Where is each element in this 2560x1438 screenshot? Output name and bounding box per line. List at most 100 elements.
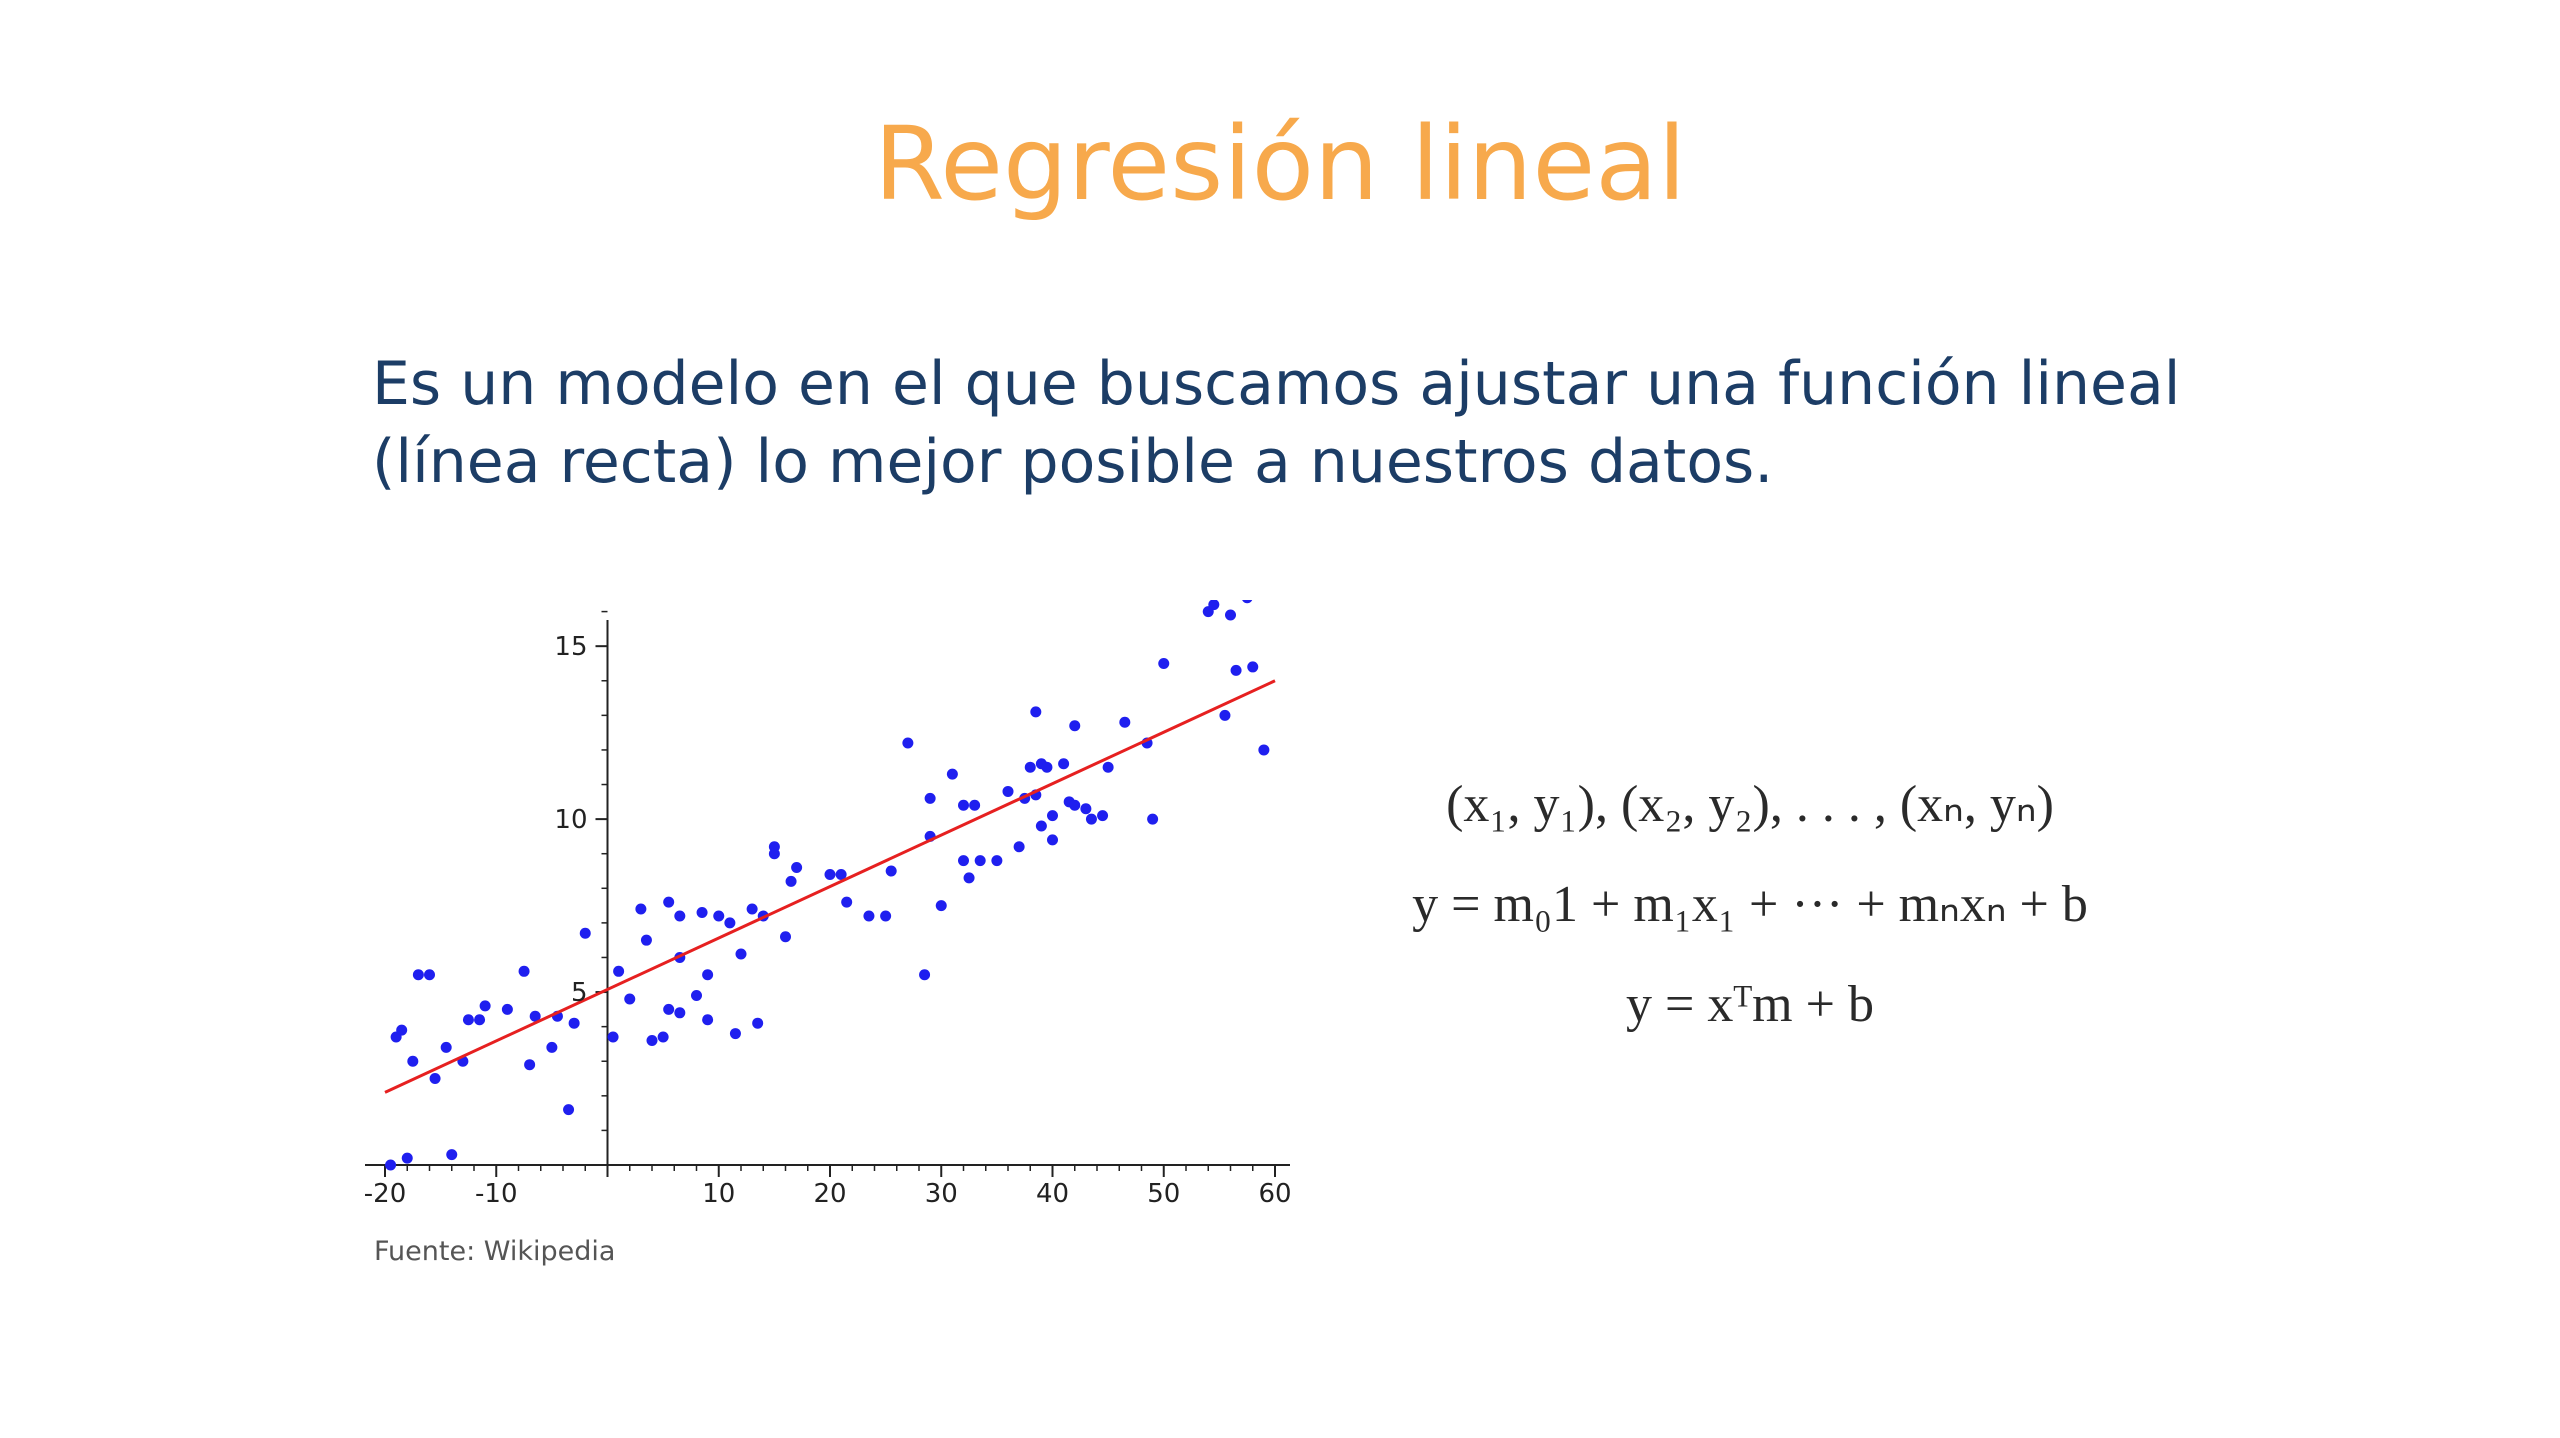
data-point: [841, 896, 853, 908]
x-tick-label: 30: [925, 1179, 958, 1209]
data-point: [752, 1017, 764, 1029]
data-point: [1119, 716, 1131, 728]
data-point: [735, 948, 747, 960]
data-point: [1225, 609, 1236, 621]
data-point: [724, 917, 736, 929]
data-point: [791, 862, 803, 874]
x-tick-label: 50: [1147, 1179, 1180, 1209]
data-point: [946, 768, 958, 780]
data-point: [563, 1104, 575, 1116]
data-point: [963, 872, 975, 884]
description-line-1: Es un modelo en el que buscamos ajustar …: [372, 349, 2181, 419]
data-point: [958, 855, 969, 867]
data-point: [613, 965, 625, 977]
data-point: [1208, 600, 1220, 611]
x-tick-label: 60: [1258, 1179, 1291, 1209]
data-point: [663, 896, 675, 908]
data-point: [440, 1041, 452, 1053]
scatter-chart: -20 -10 10 20 30 40 50 60 5 10 15: [364, 600, 1292, 1209]
data-point: [529, 1010, 541, 1022]
data-point: [1219, 709, 1231, 721]
data-point: [607, 1031, 619, 1043]
data-point: [446, 1149, 458, 1161]
x-tick-label: -20: [364, 1179, 406, 1209]
chart-axes: [365, 610, 1290, 1177]
data-point: [424, 969, 435, 981]
x-tick-label: 20: [813, 1179, 846, 1209]
data-point: [785, 875, 797, 887]
data-point: [713, 910, 725, 922]
data-point: [1247, 661, 1259, 673]
source-caption: Fuente: Wikipedia: [374, 1236, 616, 1267]
data-point: [1035, 820, 1047, 832]
data-point: [1041, 761, 1053, 773]
data-point: [646, 1034, 658, 1046]
data-point: [407, 1055, 419, 1067]
data-point: [824, 868, 836, 880]
data-point: [385, 1159, 397, 1171]
x-tick-label: 10: [702, 1179, 735, 1209]
data-point: [462, 1014, 474, 1026]
data-point: [674, 910, 686, 922]
data-point: [729, 1028, 741, 1040]
data-point: [835, 868, 847, 880]
data-point: [880, 910, 892, 922]
data-point: [663, 1003, 675, 1015]
data-point: [1085, 813, 1097, 825]
slide-title: Regresión lineal: [873, 105, 1687, 224]
chart-fit-line: [384, 679, 1276, 1094]
data-point: [635, 903, 647, 915]
data-point: [702, 1014, 714, 1026]
data-point: [768, 848, 780, 860]
data-point: [546, 1041, 558, 1053]
y-tick-label: 10: [554, 805, 587, 835]
data-point: [935, 900, 947, 912]
data-point: [991, 855, 1003, 867]
data-point: [474, 1014, 486, 1026]
chart-points: [385, 600, 1270, 1171]
data-point: [702, 969, 714, 981]
data-point: [1030, 706, 1042, 718]
data-point: [1230, 664, 1242, 676]
data-point: [885, 865, 897, 877]
data-point: [1058, 758, 1070, 770]
data-point: [674, 1007, 686, 1019]
data-point: [1069, 799, 1081, 811]
equation-data-pairs: (x₁, y₁), (x₂, y₂), . . . , (xₙ, yₙ): [1446, 776, 2054, 833]
y-tick-label: 5: [571, 978, 588, 1008]
data-point: [696, 907, 708, 919]
data-point: [1097, 810, 1109, 822]
data-point: [958, 799, 969, 811]
data-point: [1242, 600, 1253, 604]
data-point: [863, 910, 875, 922]
data-point: [401, 1152, 413, 1164]
data-point: [412, 969, 424, 981]
data-point: [657, 1031, 669, 1043]
data-point: [429, 1073, 441, 1085]
data-point: [1024, 761, 1036, 773]
data-point: [902, 737, 914, 749]
y-tick-label: 15: [554, 632, 587, 662]
x-tick-label: 40: [1036, 1179, 1069, 1209]
data-point: [568, 1017, 580, 1029]
data-point: [1002, 785, 1014, 797]
equation-vector-form: y = xᵀm + b: [1626, 976, 1874, 1033]
regression-line: [384, 679, 1276, 1094]
data-point: [624, 993, 636, 1005]
equations-block: (x₁, y₁), (x₂, y₂), . . . , (xₙ, yₙ) y =…: [1350, 755, 2150, 1055]
x-tick-label: -10: [475, 1179, 517, 1209]
data-point: [1047, 810, 1058, 822]
data-point: [1013, 841, 1025, 853]
chart-tick-labels: -20 -10 10 20 30 40 50 60 5 10 15: [364, 632, 1292, 1209]
description-line-2: (línea recta) lo mejor posible a nuestro…: [372, 427, 1774, 497]
data-point: [969, 799, 981, 811]
data-point: [1258, 744, 1270, 756]
data-point: [780, 931, 791, 943]
data-point: [746, 903, 758, 915]
data-point: [518, 965, 530, 977]
data-point: [924, 792, 936, 804]
data-point: [691, 990, 702, 1002]
description-text: Es un modelo en el que buscamos ajustar …: [372, 345, 2272, 501]
data-point: [1080, 803, 1092, 815]
data-point: [1069, 720, 1081, 732]
